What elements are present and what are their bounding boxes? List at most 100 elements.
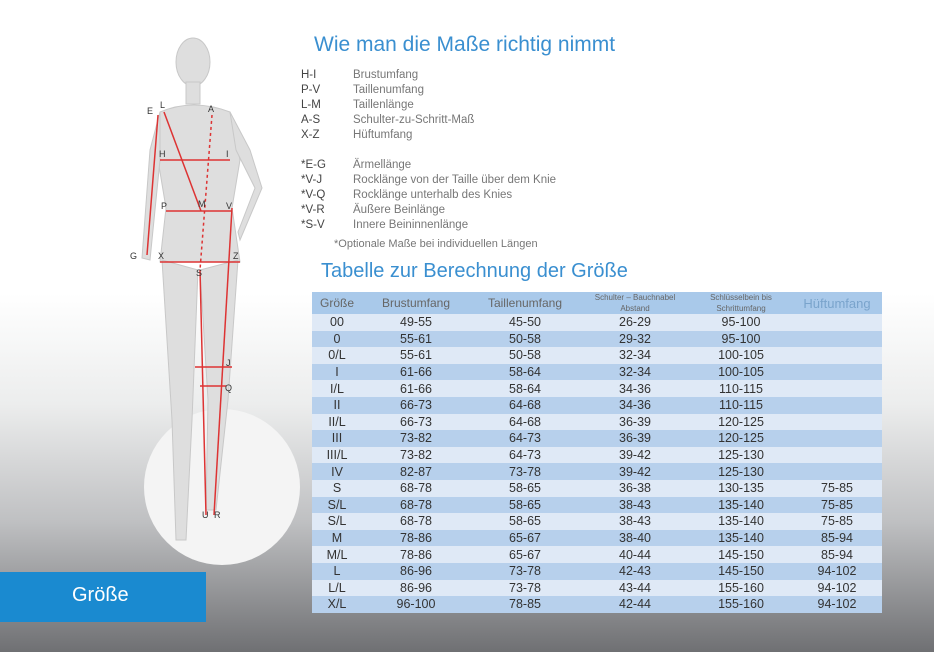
table-cell: 34-36 bbox=[580, 396, 690, 414]
table-cell: 58-64 bbox=[470, 363, 580, 381]
legend-label: Innere Beininnenlänge bbox=[353, 219, 469, 231]
svg-text:P: P bbox=[161, 201, 167, 211]
table-cell: 64-68 bbox=[470, 413, 580, 431]
table-cell bbox=[792, 396, 882, 414]
table-row: M 78-86 65-67 38-40 135-140 85-94 bbox=[312, 529, 882, 547]
legend-label: Taillenumfang bbox=[353, 84, 424, 96]
table-cell: 64-68 bbox=[470, 396, 580, 414]
table-cell: 73-78 bbox=[470, 463, 580, 480]
page-title: Wie man die Maße richtig nimmt bbox=[314, 33, 616, 56]
table-cell bbox=[792, 363, 882, 381]
table-row: IV 82-87 73-78 39-42 125-130 bbox=[312, 463, 882, 480]
table-row: S/L 68-78 58-65 38-43 135-140 75-85 bbox=[312, 496, 882, 514]
table-cell: 0 bbox=[312, 330, 362, 348]
table-row: II/L 66-73 64-68 36-39 120-125 bbox=[312, 413, 882, 431]
table-row: M/L 78-86 65-67 40-44 145-150 85-94 bbox=[312, 546, 882, 563]
table-cell: 58-65 bbox=[470, 513, 580, 530]
table-row: I/L 61-66 58-64 34-36 110-115 bbox=[312, 380, 882, 397]
svg-text:L: L bbox=[160, 100, 165, 110]
table-cell: 43-44 bbox=[580, 579, 690, 597]
table-row: 00 49-55 45-50 26-29 95-100 bbox=[312, 314, 882, 331]
legend-label: Rocklänge unterhalb des Knies bbox=[353, 189, 513, 201]
table-cell: 75-85 bbox=[792, 479, 882, 497]
measurement-lines bbox=[146, 111, 240, 516]
table-cell: 26-29 bbox=[580, 314, 690, 331]
table-row: S 68-78 58-65 36-38 130-135 75-85 bbox=[312, 479, 882, 497]
table-cell: 61-66 bbox=[362, 380, 470, 397]
svg-text:A: A bbox=[208, 104, 214, 114]
table-row: 0 55-61 50-58 29-32 95-100 bbox=[312, 330, 882, 348]
table-cell: 135-140 bbox=[690, 513, 792, 530]
table-cell: 82-87 bbox=[362, 463, 470, 480]
column-header: Taillenumfang bbox=[470, 292, 580, 314]
table-cell: 145-150 bbox=[690, 546, 792, 563]
table-row: II 66-73 64-68 34-36 110-115 bbox=[312, 396, 882, 414]
legend-code: *E-G bbox=[301, 159, 326, 171]
table-cell: 55-61 bbox=[362, 330, 470, 348]
table-cell: 0/L bbox=[312, 347, 362, 364]
table-cell bbox=[792, 463, 882, 480]
legend-item: *V-R Äußere Beinlänge bbox=[301, 203, 556, 218]
table-cell bbox=[792, 347, 882, 364]
table-cell bbox=[792, 430, 882, 447]
legend-code: H-I bbox=[301, 69, 317, 81]
legend-code: A-S bbox=[301, 114, 321, 126]
legend-label: Rocklänge von der Taille über dem Knie bbox=[353, 174, 557, 186]
table-cell: 85-94 bbox=[792, 546, 882, 563]
legend-code: P-V bbox=[301, 84, 321, 96]
size-table: Größe Brustumfang Taillenumfang Schulter – … bbox=[312, 292, 882, 613]
table-cell: 75-85 bbox=[792, 513, 882, 530]
table-cell bbox=[792, 314, 882, 331]
mannequin bbox=[141, 37, 263, 541]
svg-text:X: X bbox=[158, 251, 164, 261]
legend-item: *E-G Ärmellänge bbox=[301, 158, 556, 173]
legend-label: Brustumfang bbox=[353, 69, 419, 81]
svg-text:V: V bbox=[226, 201, 232, 211]
table-cell: S/L bbox=[312, 513, 362, 530]
table-cell: 155-160 bbox=[690, 596, 792, 613]
table-cell: I/L bbox=[312, 380, 362, 397]
table-title: Tabelle zur Berechnung der Größe bbox=[321, 260, 628, 282]
table-row: L/L 86-96 73-78 43-44 155-160 94-102 bbox=[312, 579, 882, 597]
table-cell: 42-44 bbox=[580, 596, 690, 613]
size-button[interactable]: Größe bbox=[0, 572, 206, 622]
table-cell: 65-67 bbox=[470, 546, 580, 563]
table-cell: 110-115 bbox=[690, 396, 792, 414]
table-cell: 73-78 bbox=[470, 579, 580, 597]
table-row: S/L 68-78 58-65 38-43 135-140 75-85 bbox=[312, 513, 882, 530]
table-cell: 94-102 bbox=[792, 579, 882, 597]
table-cell: 73-82 bbox=[362, 446, 470, 464]
table-cell: 61-66 bbox=[362, 363, 470, 381]
table-row: III 73-82 64-73 36-39 120-125 bbox=[312, 430, 882, 447]
table-cell: 78-86 bbox=[362, 529, 470, 547]
table-cell: 39-42 bbox=[580, 446, 690, 464]
table-cell: 45-50 bbox=[470, 314, 580, 331]
table-cell: 73-82 bbox=[362, 430, 470, 447]
table-cell: I bbox=[312, 363, 362, 381]
legend-code: *V-R bbox=[301, 204, 325, 216]
table-cell: 39-42 bbox=[580, 463, 690, 480]
table-cell: 49-55 bbox=[362, 314, 470, 331]
svg-text:M: M bbox=[198, 199, 206, 209]
table-cell bbox=[792, 446, 882, 464]
legend-label: Taillenlänge bbox=[353, 99, 414, 111]
table-cell: 32-34 bbox=[580, 347, 690, 364]
table-cell: 65-67 bbox=[470, 529, 580, 547]
legend-code: L-M bbox=[301, 99, 321, 111]
table-cell: 110-115 bbox=[690, 380, 792, 397]
table-cell bbox=[792, 330, 882, 348]
table-cell: 94-102 bbox=[792, 596, 882, 613]
table-row: X/L 96-100 78-85 42-44 155-160 94-102 bbox=[312, 596, 882, 613]
table-cell: 73-78 bbox=[470, 562, 580, 580]
legend-item: L-M Taillenlänge bbox=[301, 98, 556, 113]
table-cell: 58-65 bbox=[470, 479, 580, 497]
table-cell: L bbox=[312, 562, 362, 580]
legend-label: Hüftumfang bbox=[353, 129, 413, 141]
table-cell: 86-96 bbox=[362, 579, 470, 597]
legend-label: Ärmellänge bbox=[353, 159, 412, 171]
column-header: Brustumfang bbox=[362, 292, 470, 314]
table-cell: 58-64 bbox=[470, 380, 580, 397]
table-cell: 78-86 bbox=[362, 546, 470, 563]
table-cell: II bbox=[312, 396, 362, 414]
